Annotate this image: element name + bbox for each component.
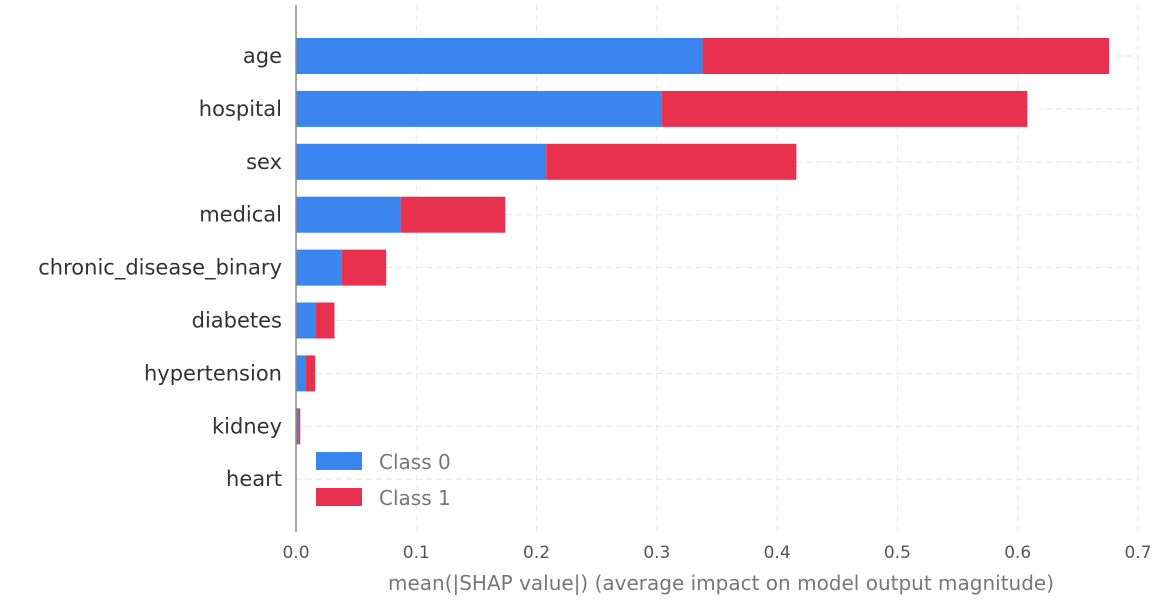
feature-labels: age hospital sex medical chronic_disease_bin… <box>38 44 282 491</box>
x-tick-label: 0.0 <box>282 543 309 563</box>
bar-kidney-class-1 <box>298 408 301 445</box>
feature-label-hypertension: hypertension <box>144 361 282 385</box>
bar-medical-class-1 <box>400 196 506 233</box>
x-tick-labels: 0.0 0.1 0.2 0.3 0.4 0.5 0.6 0.7 <box>282 543 1151 563</box>
feature-label-age: age <box>243 44 282 68</box>
feature-label-diabetes: diabetes <box>192 309 282 333</box>
feature-label-hospital: hospital <box>199 97 282 121</box>
legend-swatch-class-0 <box>316 452 362 470</box>
bar-medical-class-0 <box>296 196 401 233</box>
x-axis-title: mean(|SHAP value|) (average impact on mo… <box>388 571 1054 595</box>
legend-label-class-1: Class 1 <box>379 486 451 510</box>
bar-chronic_disease_binary-class-1 <box>341 249 387 286</box>
bar-chronic_disease_binary-class-0 <box>296 249 342 286</box>
x-tick-label: 0.6 <box>1004 543 1031 563</box>
x-tick-label: 0.2 <box>523 543 550 563</box>
x-tick-label: 0.3 <box>643 543 670 563</box>
bar-diabetes-class-0 <box>296 302 316 339</box>
bar-hypertension-class-0 <box>296 355 306 392</box>
bar-age-class-0 <box>296 38 703 74</box>
bar-hospital-class-1 <box>661 90 1028 127</box>
bar-sex-class-0 <box>296 143 547 180</box>
legend: Class 0 Class 1 <box>316 450 451 510</box>
feature-label-sex: sex <box>246 150 282 174</box>
feature-label-heart: heart <box>226 467 282 491</box>
x-tick-label: 0.4 <box>764 543 791 563</box>
legend-swatch-class-1 <box>316 488 362 506</box>
x-tick-label: 0.7 <box>1124 543 1151 563</box>
feature-label-kidney: kidney <box>212 414 282 438</box>
x-tick-label: 0.1 <box>403 543 430 563</box>
bars <box>296 38 1110 445</box>
feature-label-chronic_disease_binary: chronic_disease_binary <box>38 256 282 281</box>
feature-label-medical: medical <box>199 203 282 227</box>
bar-sex-class-1 <box>546 143 797 180</box>
bar-diabetes-class-1 <box>315 302 335 339</box>
bar-age-class-1 <box>702 38 1110 74</box>
bar-kidney-class-0 <box>296 408 299 445</box>
bar-hospital-class-0 <box>296 90 662 127</box>
bar-hypertension-class-1 <box>305 355 316 392</box>
legend-label-class-0: Class 0 <box>379 450 451 474</box>
x-tick-label: 0.5 <box>884 543 911 563</box>
